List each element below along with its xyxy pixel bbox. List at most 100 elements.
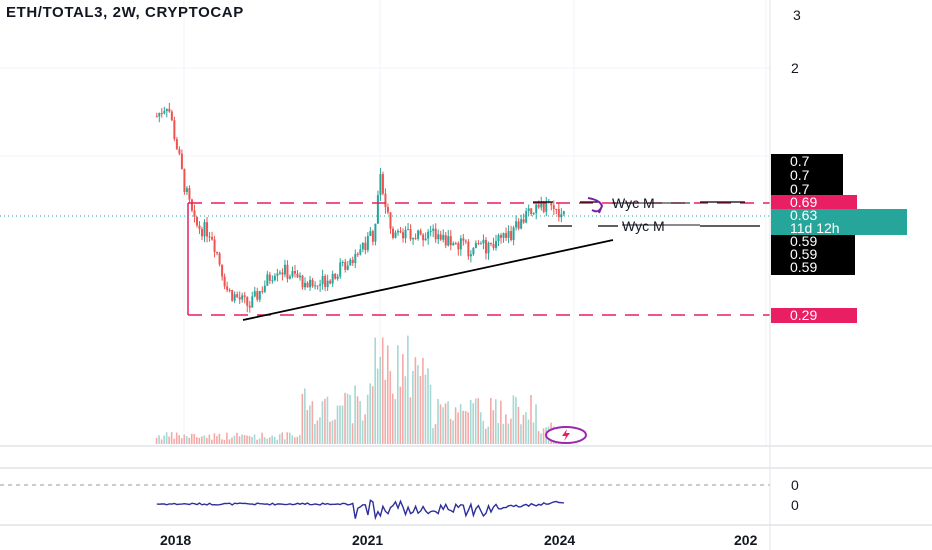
candle (296, 269, 299, 279)
volume-bar (522, 414, 525, 444)
volume-bar (379, 356, 382, 444)
candle (497, 233, 500, 247)
volume-bar (399, 386, 402, 444)
candle (211, 231, 214, 241)
candle (356, 252, 359, 257)
volume-bar (374, 337, 376, 444)
candle (341, 260, 344, 267)
volume-bar (233, 435, 236, 444)
candle (462, 234, 465, 246)
candle (467, 239, 470, 260)
volume-bar (231, 437, 233, 444)
volume-bar (359, 401, 361, 444)
volume-bar (371, 386, 374, 444)
candle (520, 214, 523, 230)
volume-bar (278, 434, 281, 444)
candle (268, 271, 271, 285)
volume-bar (384, 379, 387, 444)
candle (550, 201, 553, 211)
volume-bar (311, 401, 314, 444)
candle (288, 274, 291, 280)
volume-bar (306, 410, 309, 444)
volume-bar (500, 400, 502, 444)
volume-bar (512, 395, 515, 444)
volume-bar (316, 420, 319, 444)
volume-bar (432, 428, 434, 444)
candle (535, 203, 538, 220)
candle (359, 244, 362, 256)
volume-bar (537, 431, 540, 444)
candle (386, 203, 389, 215)
volume-bar (329, 421, 331, 444)
volume-bar (331, 420, 334, 444)
candle (492, 237, 495, 251)
candle (221, 264, 224, 281)
candle (309, 275, 312, 291)
volume-bar (417, 365, 419, 444)
volume-bar (301, 393, 304, 444)
candle (432, 224, 435, 237)
volume-bar (158, 435, 160, 444)
candle (208, 232, 211, 242)
candle (447, 229, 450, 247)
volume-bar (542, 428, 545, 444)
volume-bar (336, 405, 339, 444)
candle (474, 240, 477, 249)
candle (170, 109, 173, 122)
volume-bar (497, 423, 500, 444)
rising-trendline[interactable] (242, 239, 614, 321)
volume-bar (397, 345, 399, 444)
candle (178, 146, 181, 156)
volume-bar (190, 433, 193, 444)
candle (344, 258, 347, 273)
candle (248, 301, 251, 313)
volume-bar (314, 423, 316, 444)
volume-bar (354, 385, 356, 444)
candle (495, 234, 498, 251)
lightning-icon[interactable] (545, 426, 587, 444)
candle (444, 231, 447, 249)
volume-bar (402, 354, 404, 444)
volume-bar (321, 401, 324, 444)
candle (316, 285, 319, 290)
candle (216, 251, 219, 256)
candle (263, 280, 266, 294)
candle (160, 108, 163, 118)
volume-bar (273, 436, 276, 444)
volume-bar (326, 396, 329, 444)
candle (301, 274, 304, 290)
candle (427, 229, 430, 245)
candle (173, 116, 176, 142)
volume-bar (505, 414, 507, 444)
candle (314, 281, 317, 290)
candle (236, 291, 239, 298)
candle (329, 279, 332, 285)
volume-bar (193, 434, 196, 444)
candle (482, 234, 485, 250)
volume-bar (477, 398, 480, 444)
volume-bar (226, 432, 228, 444)
volume-bar (364, 414, 366, 444)
svg-text:0.59: 0.59 (790, 246, 817, 262)
candle (371, 229, 374, 246)
candle (552, 200, 555, 216)
volume-bar (462, 410, 464, 444)
volume-bar (344, 392, 346, 444)
candle (346, 260, 349, 271)
candle (228, 288, 231, 293)
candle (241, 292, 244, 303)
candle (266, 270, 269, 287)
volume-bar (381, 337, 384, 444)
candle (278, 270, 281, 276)
candle (306, 281, 309, 288)
wyc-upper-annotation[interactable]: Wyc M (533, 195, 745, 214)
volume-bar (173, 438, 175, 444)
candle (281, 268, 284, 281)
candle (512, 225, 515, 246)
volume-bar (201, 436, 203, 444)
volume-bar (394, 399, 397, 444)
wyc-lower-annotation[interactable]: Wyc M (548, 218, 760, 234)
volume-bar (472, 403, 474, 444)
candle (203, 219, 206, 243)
